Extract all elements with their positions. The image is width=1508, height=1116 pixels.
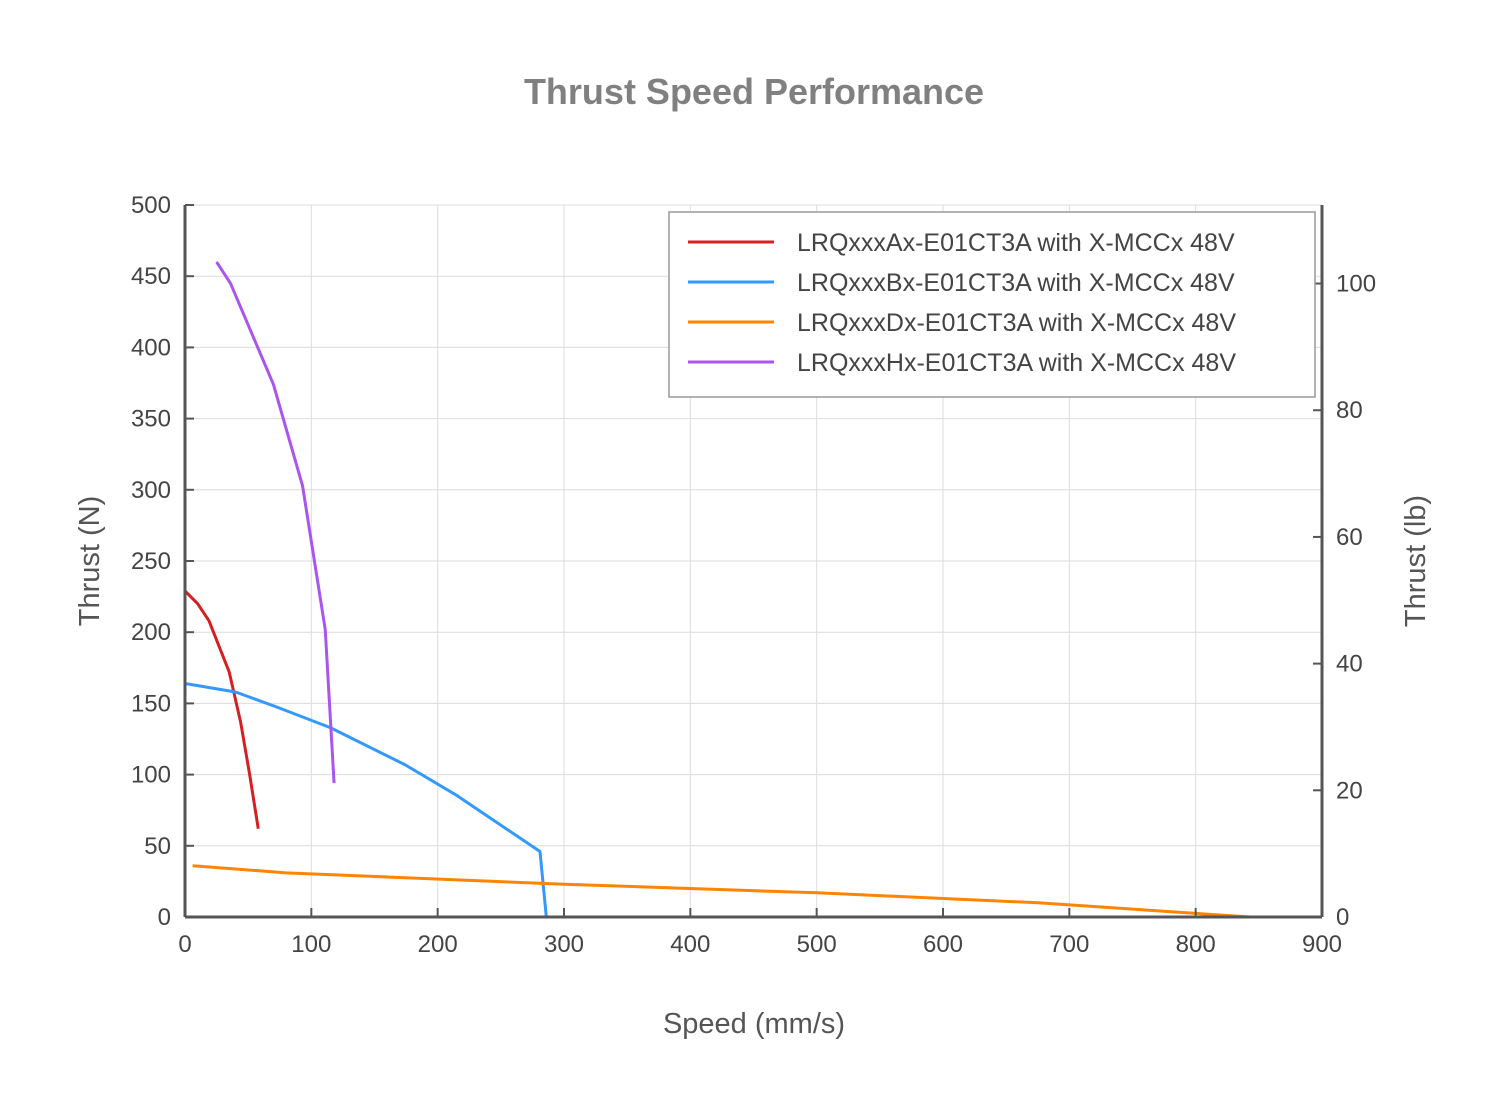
x-tick-label: 400 bbox=[670, 931, 710, 958]
x-tick-label: 800 bbox=[1176, 931, 1216, 958]
y2-tick-label: 0 bbox=[1336, 904, 1349, 931]
y-tick-label: 200 bbox=[131, 619, 171, 646]
y-axis-label: Thrust (N) bbox=[74, 496, 106, 627]
y2-tick-label: 100 bbox=[1336, 271, 1376, 298]
y-tick-label: 150 bbox=[131, 690, 171, 717]
x-tick-label: 700 bbox=[1049, 931, 1089, 958]
legend-label: LRQxxxDx-E01CT3A with X-MCCx 48V bbox=[797, 309, 1236, 337]
x-tick-label: 600 bbox=[923, 931, 963, 958]
y-tick-label: 0 bbox=[158, 904, 171, 931]
x-tick-label: 200 bbox=[418, 931, 458, 958]
x-tick-label: 500 bbox=[797, 931, 837, 958]
y2-tick-label: 40 bbox=[1336, 651, 1363, 678]
x-tick-label: 900 bbox=[1302, 931, 1342, 958]
legend-label: LRQxxxAx-E01CT3A with X-MCCx 48V bbox=[797, 229, 1235, 257]
series-line-3 bbox=[192, 864, 1251, 919]
series-line-2 bbox=[184, 681, 548, 918]
y-tick-label: 350 bbox=[131, 406, 171, 433]
axes: 0 100 200 300 400 500 600 700 800 900050100150200… bbox=[131, 192, 1376, 958]
legend-label: LRQxxxHx-E01CT3A with X-MCCx 48V bbox=[797, 349, 1236, 377]
legend-box bbox=[668, 211, 1316, 398]
y2-axis-label: Thrust (lb) bbox=[1400, 495, 1432, 627]
y-tick-label: 250 bbox=[131, 548, 171, 575]
legend-label: LRQxxxBx-E01CT3A with X-MCCx 48V bbox=[797, 269, 1235, 297]
x-tick-label: 100 bbox=[291, 931, 331, 958]
legend: LRQxxxAx-E01CT3A with X-MCCx 48V LRQxxxBx… bbox=[668, 211, 1316, 398]
y2-tick-label: 60 bbox=[1336, 524, 1363, 551]
x-axis-label: Speed (mm/s) bbox=[663, 1008, 845, 1040]
y-tick-label: 400 bbox=[131, 334, 171, 361]
y-tick-label: 450 bbox=[131, 263, 171, 290]
y-tick-label: 50 bbox=[144, 833, 171, 860]
y-tick-label: 300 bbox=[131, 477, 171, 504]
y2-tick-label: 20 bbox=[1336, 777, 1363, 804]
series-lines bbox=[183, 261, 1251, 919]
y-tick-label: 500 bbox=[131, 192, 171, 219]
chart-title: Thrust Speed Performance bbox=[524, 71, 984, 112]
series-line-1 bbox=[183, 589, 260, 829]
series-line-4 bbox=[215, 261, 336, 784]
y2-tick-label: 80 bbox=[1336, 397, 1363, 424]
y-tick-label: 100 bbox=[131, 762, 171, 789]
x-tick-label: 0 bbox=[178, 931, 191, 958]
x-tick-label: 300 bbox=[544, 931, 584, 958]
